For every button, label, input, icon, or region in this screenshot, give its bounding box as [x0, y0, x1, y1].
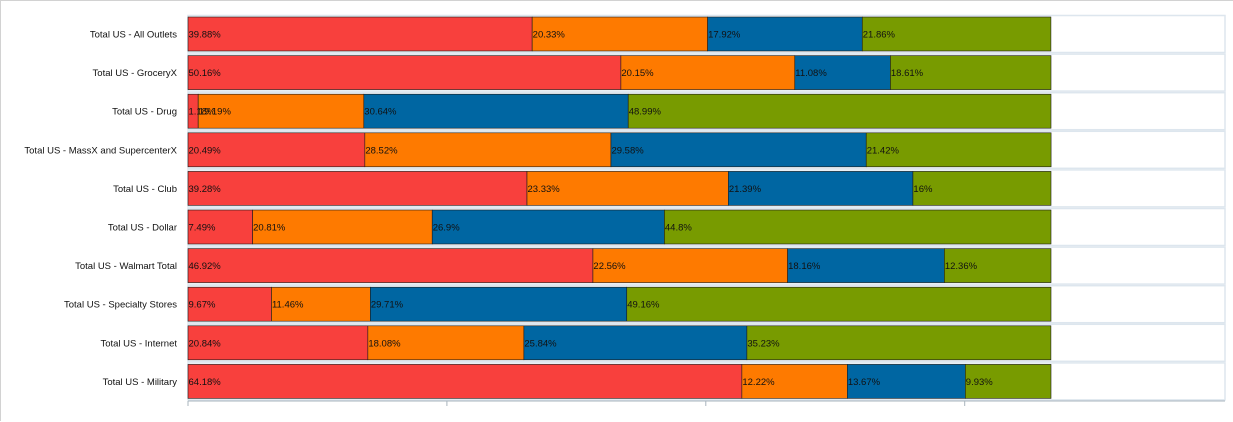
data-label: 30.64% — [364, 107, 397, 118]
bar-segment — [367, 325, 525, 361]
data-label: 22.56% — [593, 261, 626, 272]
data-label: 64.18% — [189, 377, 222, 388]
data-label: 29.58% — [611, 145, 644, 156]
data-label: 20.33% — [533, 30, 566, 41]
bar-segment — [363, 93, 629, 129]
category-label: Total US - Dollar — [108, 223, 177, 234]
bar-segment — [431, 209, 665, 245]
data-label: 12.36% — [945, 261, 978, 272]
data-label: 20.15% — [621, 68, 654, 79]
category-label: Total US - Walmart Total — [75, 261, 177, 272]
bar-segment — [610, 132, 867, 168]
data-label: 9.67% — [189, 300, 216, 311]
data-label: 18.61% — [891, 68, 924, 79]
bar-segment — [592, 248, 788, 283]
data-label: 35.23% — [747, 338, 780, 349]
bar-segment — [741, 364, 848, 399]
bar-segment — [364, 132, 612, 168]
data-label: 7.49% — [189, 223, 216, 234]
data-label: 11.46% — [272, 300, 304, 311]
data-label: 12.22% — [742, 377, 775, 388]
category-label: Total US - All Outlets — [90, 30, 177, 41]
data-label: 1.18% — [189, 107, 216, 118]
bar-segment — [187, 364, 743, 399]
bar-segment — [620, 55, 796, 90]
data-label: 18.08% — [368, 338, 401, 349]
category-label: Total US - Internet — [100, 338, 177, 349]
category-label: Total US - Specialty Stores — [64, 300, 177, 311]
bar-segment — [664, 209, 1052, 245]
data-label: 44.8% — [665, 223, 692, 234]
bar-segment — [187, 286, 272, 322]
category-label: Total US - Drug — [112, 107, 177, 118]
bar-segment — [187, 209, 253, 245]
data-label: 21.86% — [863, 30, 896, 41]
data-label: 19.19% — [199, 107, 232, 118]
data-label: 21.39% — [729, 184, 762, 195]
data-label: 11.08% — [795, 68, 827, 79]
category-label: Total US - MassX and SupercenterX — [24, 145, 177, 156]
data-label: 18.16% — [788, 261, 821, 272]
bar-segment — [787, 248, 945, 283]
data-label: 39.28% — [189, 184, 222, 195]
data-label: 28.52% — [365, 145, 398, 156]
bar-segment — [626, 286, 1052, 322]
data-label: 25.84% — [524, 338, 557, 349]
bar-segment — [187, 16, 533, 52]
bar-segment — [861, 16, 1052, 52]
bar-segment — [912, 171, 1052, 206]
data-label: 16% — [913, 184, 933, 195]
data-label: 49.16% — [627, 300, 660, 311]
bar-segment — [944, 248, 1052, 283]
data-label: 23.33% — [527, 184, 560, 195]
data-label: 46.92% — [189, 261, 222, 272]
data-label: 17.92% — [708, 30, 741, 41]
bar-segment — [370, 286, 628, 322]
data-label: 39.88% — [189, 30, 222, 41]
data-label: 9.93% — [966, 377, 993, 388]
bar-segment — [965, 364, 1052, 399]
data-label: 21.42% — [867, 145, 900, 156]
bar-segment — [865, 132, 1052, 168]
data-label: 20.81% — [253, 223, 286, 234]
bar-segment — [627, 93, 1052, 129]
bar-segment — [187, 132, 366, 168]
bar-segment — [271, 286, 371, 322]
data-label: 48.99% — [629, 107, 662, 118]
bar-segment — [187, 248, 594, 283]
bar-segment — [523, 325, 748, 361]
bar-segment — [847, 364, 966, 399]
bar-segment — [187, 325, 369, 361]
data-label: 29.71% — [371, 300, 404, 311]
bar-segment — [187, 171, 528, 206]
bar-segment — [746, 325, 1052, 361]
bar-segment — [187, 55, 622, 90]
category-label: Total US - Military — [103, 377, 178, 388]
data-label: 20.84% — [189, 338, 222, 349]
data-label: 50.16% — [189, 68, 222, 79]
data-label: 20.49% — [189, 145, 222, 156]
bar-segment — [707, 16, 863, 52]
category-label: Total US - Club — [113, 184, 177, 195]
data-label: 26.9% — [433, 223, 460, 234]
bar-segment — [890, 55, 1052, 90]
category-label: Total US - GroceryX — [93, 68, 178, 79]
data-label: 13.67% — [848, 377, 881, 388]
